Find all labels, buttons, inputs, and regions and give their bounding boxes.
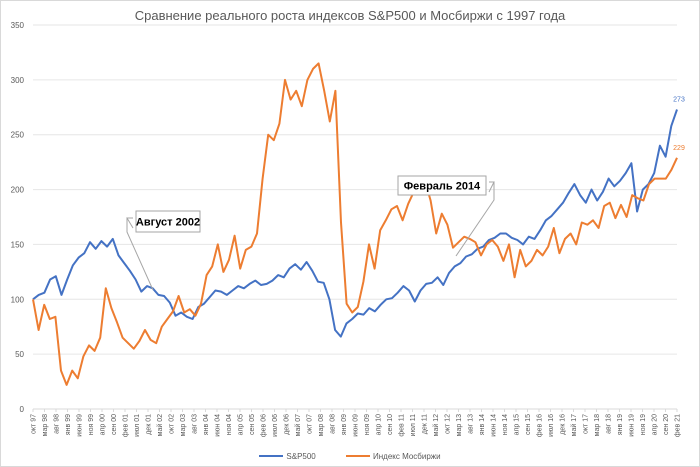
x-tick-label: янв 99 <box>65 414 72 435</box>
annotation-text: Февраль 2014 <box>404 181 481 193</box>
x-tick-label: июн 14 <box>491 414 498 437</box>
x-tick-label: май 07 <box>294 414 302 436</box>
x-tick-label: янв 19 <box>617 414 624 435</box>
x-tick-label: май 02 <box>156 414 164 436</box>
x-tick-label: май 12 <box>432 414 440 436</box>
legend: S&P500 Индекс Мосбиржи <box>0 450 700 461</box>
x-tick-label: июн 04 <box>215 414 222 437</box>
x-tick-label: фев 11 <box>399 414 406 437</box>
annotation-box <box>397 175 487 196</box>
x-tick-label: янв 09 <box>341 414 348 435</box>
x-tick-label: янв 04 <box>203 414 210 435</box>
legend-label-moex: Индекс Мосбиржи <box>372 451 441 461</box>
x-tick-label: апр 05 <box>238 414 245 435</box>
x-tick-label: июн 19 <box>629 414 636 437</box>
x-tick-label: мар 13 <box>456 414 463 436</box>
end-label-sp500: 273 <box>673 96 685 103</box>
legend-label-sp500: S&P500 <box>286 451 316 461</box>
y-tick-label: 300 <box>11 76 25 85</box>
x-tick-label: фев 06 <box>261 414 268 437</box>
x-tick-label: окт 97 <box>31 414 38 434</box>
x-tick-label: июл 06 <box>272 414 279 437</box>
annotation-bracket <box>126 217 134 229</box>
legend-swatch-sp500 <box>259 455 284 457</box>
series-line-moex <box>32 62 678 386</box>
x-tick-label: авг 98 <box>54 414 61 434</box>
x-tick-label: ноя 19 <box>640 414 647 435</box>
x-tick-label: окт 17 <box>583 414 590 434</box>
x-tick-label: сен 15 <box>525 414 532 435</box>
x-tick-label: апр 20 <box>652 414 659 435</box>
x-tick-label: июн 09 <box>353 414 360 437</box>
x-tick-label: мар 03 <box>180 414 187 436</box>
x-tick-label: дек 01 <box>146 414 153 435</box>
x-tick-label: сен 05 <box>249 414 256 435</box>
x-tick-label: сен 10 <box>387 414 394 435</box>
legend-item-sp500: S&P500 <box>259 451 316 461</box>
x-tick-label: авг 03 <box>192 414 199 434</box>
x-tick-label: авг 18 <box>606 414 613 434</box>
x-tick-label: авг 08 <box>330 414 337 434</box>
x-tick-label: ноя 04 <box>226 414 233 435</box>
annotation-text: Август 2002 <box>136 217 200 229</box>
annotation-bracket <box>488 181 495 193</box>
x-tick-label: окт 02 <box>169 414 176 434</box>
y-tick-label: 150 <box>11 240 25 249</box>
x-tick-label: июл 01 <box>134 414 141 437</box>
legend-item-moex: Индекс Мосбиржи <box>345 451 441 461</box>
y-tick-label: 0 <box>20 405 25 414</box>
x-tick-label: авг 13 <box>468 414 475 434</box>
legend-swatch-moex <box>345 455 370 457</box>
x-tick-label: июл 16 <box>548 414 555 437</box>
x-tick-label: мар 98 <box>42 414 49 436</box>
x-tick-label: окт 12 <box>445 414 452 434</box>
y-tick-label: 50 <box>15 350 24 359</box>
end-label-moex: 229 <box>673 145 685 152</box>
x-tick-label: ноя 99 <box>88 414 95 435</box>
x-tick-label: фев 01 <box>123 414 130 437</box>
y-tick-label: 350 <box>11 21 25 30</box>
x-tick-label: дек 06 <box>284 414 291 435</box>
x-tick-label: фев 21 <box>675 414 682 437</box>
x-tick-label: янв 14 <box>479 414 486 435</box>
annotation-box <box>135 210 201 233</box>
x-tick-label: ноя 14 <box>502 414 509 435</box>
x-tick-label: ноя 09 <box>364 414 371 435</box>
x-tick-label: июн 99 <box>77 414 84 437</box>
x-tick-label: сен 00 <box>111 414 118 435</box>
x-tick-label: апр 00 <box>100 414 107 435</box>
x-tick-label: апр 15 <box>514 414 521 435</box>
annotation-leader-line <box>126 218 154 291</box>
x-tick-label: фев 16 <box>537 414 544 437</box>
chart-title: Сравнение реального роста индексов S&P50… <box>134 8 566 23</box>
x-tick-label: мар 18 <box>594 414 601 436</box>
y-tick-label: 250 <box>11 131 25 140</box>
annotation-leader-line <box>455 182 495 257</box>
x-tick-label: окт 07 <box>307 414 314 434</box>
series-line-sp500 <box>32 109 678 338</box>
y-tick-label: 200 <box>11 186 25 195</box>
x-tick-label: мар 08 <box>318 414 325 436</box>
x-tick-label: апр 10 <box>376 414 383 435</box>
x-tick-label: дек 16 <box>560 414 567 435</box>
x-tick-label: июл 11 <box>410 414 417 436</box>
x-tick-label: май 17 <box>570 414 578 436</box>
x-tick-label: сен 20 <box>663 414 670 435</box>
y-tick-label: 100 <box>11 295 25 304</box>
x-tick-label: дек 11 <box>422 414 429 434</box>
